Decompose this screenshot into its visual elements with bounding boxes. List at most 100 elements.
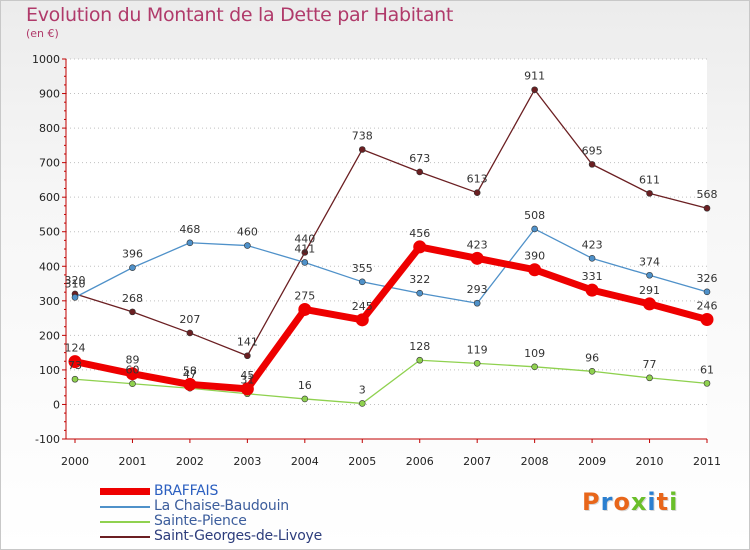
data-label: 77 — [643, 358, 657, 371]
legend-item: BRAFFAIS — [100, 484, 322, 499]
x-tick-label: 2006 — [406, 455, 434, 468]
data-label: 16 — [298, 379, 312, 392]
data-label: 45 — [240, 369, 254, 382]
data-point — [186, 239, 194, 247]
data-point — [473, 189, 481, 196]
data-label: 695 — [582, 144, 603, 157]
plot-area — [66, 59, 707, 439]
logo-letter: i — [647, 488, 657, 516]
data-point — [643, 297, 657, 311]
data-point — [358, 400, 366, 407]
data-label: 411 — [294, 242, 315, 255]
data-label: 109 — [524, 347, 545, 360]
data-label: 355 — [352, 262, 373, 275]
legend-label: La Chaise-Baudouin — [154, 498, 289, 514]
data-label: 89 — [125, 354, 139, 367]
series-line-braffais — [71, 243, 711, 393]
data-point — [71, 375, 79, 383]
data-point — [646, 271, 653, 279]
data-point — [416, 356, 424, 364]
data-point — [358, 146, 366, 153]
y-tick-label: 500 — [39, 226, 60, 239]
data-label: 246 — [697, 299, 718, 312]
data-label: 268 — [122, 292, 143, 305]
data-point — [301, 259, 309, 266]
data-point — [186, 329, 194, 337]
data-point — [531, 86, 538, 94]
y-tick-label: 300 — [39, 295, 60, 308]
data-point — [585, 283, 599, 297]
data-label: 291 — [639, 284, 660, 297]
y-tick-label: 1000 — [32, 53, 60, 66]
legend-swatch — [100, 488, 150, 495]
y-tick-label: 900 — [39, 88, 60, 101]
logo-letter: r — [600, 488, 614, 516]
chart-subtitle: (en €) — [26, 27, 59, 40]
data-label: 31 — [240, 374, 254, 387]
legend: BRAFFAIS La Chaise-Baudouin Sainte-Pience S… — [100, 484, 322, 544]
data-point — [416, 289, 424, 297]
data-point — [413, 240, 427, 254]
legend-item: Saint-Georges-de-Livoye — [100, 529, 322, 544]
data-point — [531, 363, 538, 371]
data-point — [355, 313, 369, 327]
x-tick-label: 2000 — [61, 455, 89, 468]
series-line-saint-georges-de-livoye — [74, 89, 708, 357]
data-label: 119 — [467, 343, 488, 356]
logo-letter: i — [669, 488, 679, 516]
y-tick-label: 0 — [53, 398, 60, 411]
logo-letter: t — [656, 488, 670, 516]
legend-label: Saint-Georges-de-Livoye — [154, 528, 323, 544]
data-point — [240, 382, 254, 396]
data-point — [473, 299, 481, 307]
data-point — [588, 161, 596, 168]
data-point — [183, 377, 197, 391]
legend-label: BRAFFAIS — [154, 483, 219, 499]
data-point — [416, 168, 424, 176]
data-label: 293 — [467, 283, 488, 296]
y-tick-label: 200 — [39, 329, 60, 342]
data-label: 331 — [582, 270, 603, 283]
data-point — [528, 263, 542, 277]
x-tick-label: 2011 — [693, 455, 721, 468]
data-label: 61 — [700, 363, 714, 376]
data-point — [244, 242, 251, 249]
x-tick-label: 2003 — [233, 455, 261, 468]
x-tick-label: 2010 — [636, 455, 664, 468]
data-label: 275 — [294, 289, 315, 302]
y-tick-label: 600 — [39, 191, 60, 204]
data-point — [588, 255, 596, 262]
data-point — [301, 395, 309, 403]
data-label: 508 — [524, 209, 545, 222]
data-label: 911 — [524, 70, 545, 83]
data-point — [298, 302, 312, 316]
data-label: 326 — [697, 272, 718, 285]
data-label: 60 — [125, 364, 139, 377]
legend-swatch — [100, 505, 150, 508]
data-point — [473, 360, 481, 367]
data-point — [125, 367, 139, 381]
logo-letter: P — [582, 488, 601, 516]
data-point — [703, 204, 711, 212]
data-label: 141 — [237, 336, 258, 349]
legend-item: Sainte-Pience — [100, 514, 322, 529]
data-point — [129, 308, 136, 316]
data-label: 613 — [467, 173, 488, 186]
data-label: 320 — [65, 274, 86, 287]
data-label: 423 — [467, 238, 488, 251]
logo-letter: o — [613, 488, 631, 516]
legend-item: La Chaise-Baudouin — [100, 499, 322, 514]
series-line-sainte-pience — [74, 359, 708, 405]
x-tick-label: 2008 — [521, 455, 549, 468]
data-point — [703, 288, 711, 296]
y-tick-label: 800 — [39, 122, 60, 135]
data-point — [470, 251, 484, 265]
data-point — [129, 380, 136, 388]
y-tick-label: -100 — [35, 433, 60, 446]
data-point — [71, 294, 79, 301]
legend-label: Sainte-Pience — [154, 513, 247, 529]
data-label: 73 — [68, 359, 82, 372]
data-label: 673 — [409, 152, 430, 165]
data-label: 322 — [409, 273, 430, 286]
